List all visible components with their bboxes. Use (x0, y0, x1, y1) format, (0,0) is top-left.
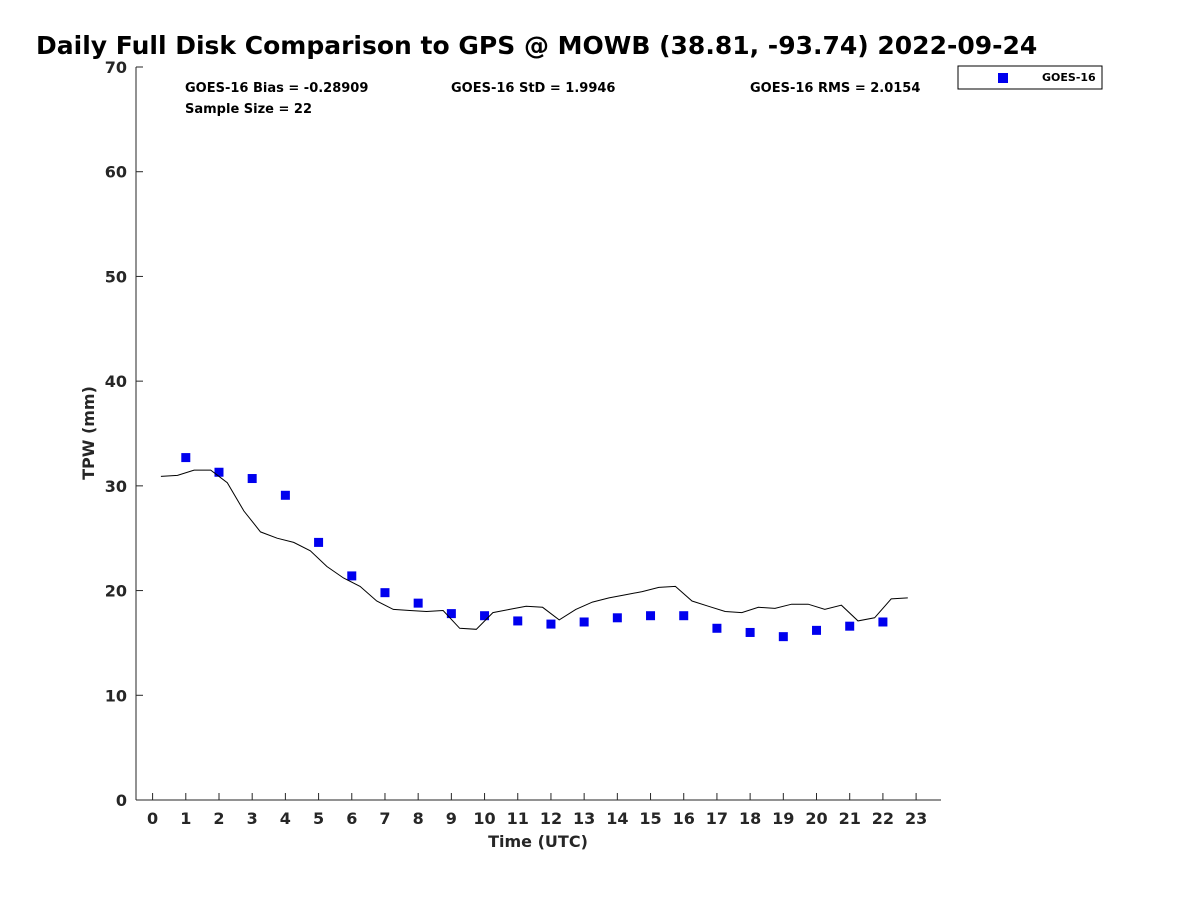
x-tick-label: 19 (772, 809, 794, 828)
data-point (480, 611, 490, 621)
legend: GOES-16 (957, 65, 1103, 90)
y-tick-label: 50 (105, 267, 127, 286)
data-point (214, 467, 224, 477)
data-point (745, 627, 755, 637)
x-tick-label: 18 (739, 809, 761, 828)
rms-stat: GOES-16 RMS = 2.0154 (750, 81, 920, 96)
legend-marker-goes16 (998, 73, 1008, 83)
x-tick-label: 4 (280, 809, 291, 828)
data-point (579, 617, 589, 627)
data-point (812, 625, 822, 635)
data-point (679, 611, 689, 621)
y-tick-label: 20 (105, 582, 127, 601)
x-tick-label: 11 (507, 809, 529, 828)
data-point (712, 623, 722, 633)
x-tick-label: 23 (905, 809, 927, 828)
std-stat: GOES-16 StD = 1.9946 (451, 81, 615, 96)
data-point (612, 613, 622, 623)
data-point (314, 537, 324, 547)
y-tick-label: 0 (116, 791, 127, 810)
data-point (446, 609, 456, 619)
x-tick-label: 6 (346, 809, 357, 828)
x-tick-label: 20 (805, 809, 827, 828)
x-tick-label: 16 (673, 809, 695, 828)
x-tick-label: 14 (606, 809, 628, 828)
bias-stat: GOES-16 Bias = -0.28909 (185, 81, 368, 96)
sample-size-stat: Sample Size = 22 (185, 102, 312, 117)
data-point (413, 598, 423, 608)
y-axis-label: TPW (mm) (79, 386, 98, 480)
data-point (646, 611, 656, 621)
x-tick-label: 2 (213, 809, 224, 828)
x-tick-label: 21 (839, 809, 861, 828)
y-tick-label: 30 (105, 477, 127, 496)
data-point (380, 588, 390, 598)
x-axis-label: Time (UTC) (488, 832, 588, 851)
x-tick-label: 13 (573, 809, 595, 828)
x-tick-label: 0 (147, 809, 158, 828)
x-tick-label: 15 (639, 809, 661, 828)
data-point (546, 619, 556, 629)
legend-box (957, 65, 1103, 90)
data-point (878, 617, 888, 627)
y-tick-label: 60 (105, 163, 127, 182)
legend-label-goes16: GOES-16 (1042, 71, 1096, 84)
data-point (280, 490, 290, 500)
x-tick-label: 8 (413, 809, 424, 828)
x-tick-label: 7 (379, 809, 390, 828)
data-point (778, 632, 788, 642)
x-tick-label: 17 (706, 809, 728, 828)
y-tick-label: 40 (105, 372, 127, 391)
data-point (347, 571, 357, 581)
data-point (181, 453, 191, 463)
y-tick-label: 70 (105, 58, 127, 77)
x-tick-label: 1 (180, 809, 191, 828)
data-point (845, 621, 855, 631)
x-tick-label: 9 (446, 809, 457, 828)
x-tick-label: 5 (313, 809, 324, 828)
chart-title: Daily Full Disk Comparison to GPS @ MOWB… (36, 31, 1037, 60)
series-line-1 (160, 469, 908, 630)
x-tick-label: 10 (473, 809, 495, 828)
data-point (513, 616, 523, 626)
data-point (247, 474, 257, 484)
y-tick-label: 10 (105, 686, 127, 705)
x-tick-label: 22 (872, 809, 894, 828)
x-tick-label: 3 (247, 809, 258, 828)
x-tick-label: 12 (540, 809, 562, 828)
